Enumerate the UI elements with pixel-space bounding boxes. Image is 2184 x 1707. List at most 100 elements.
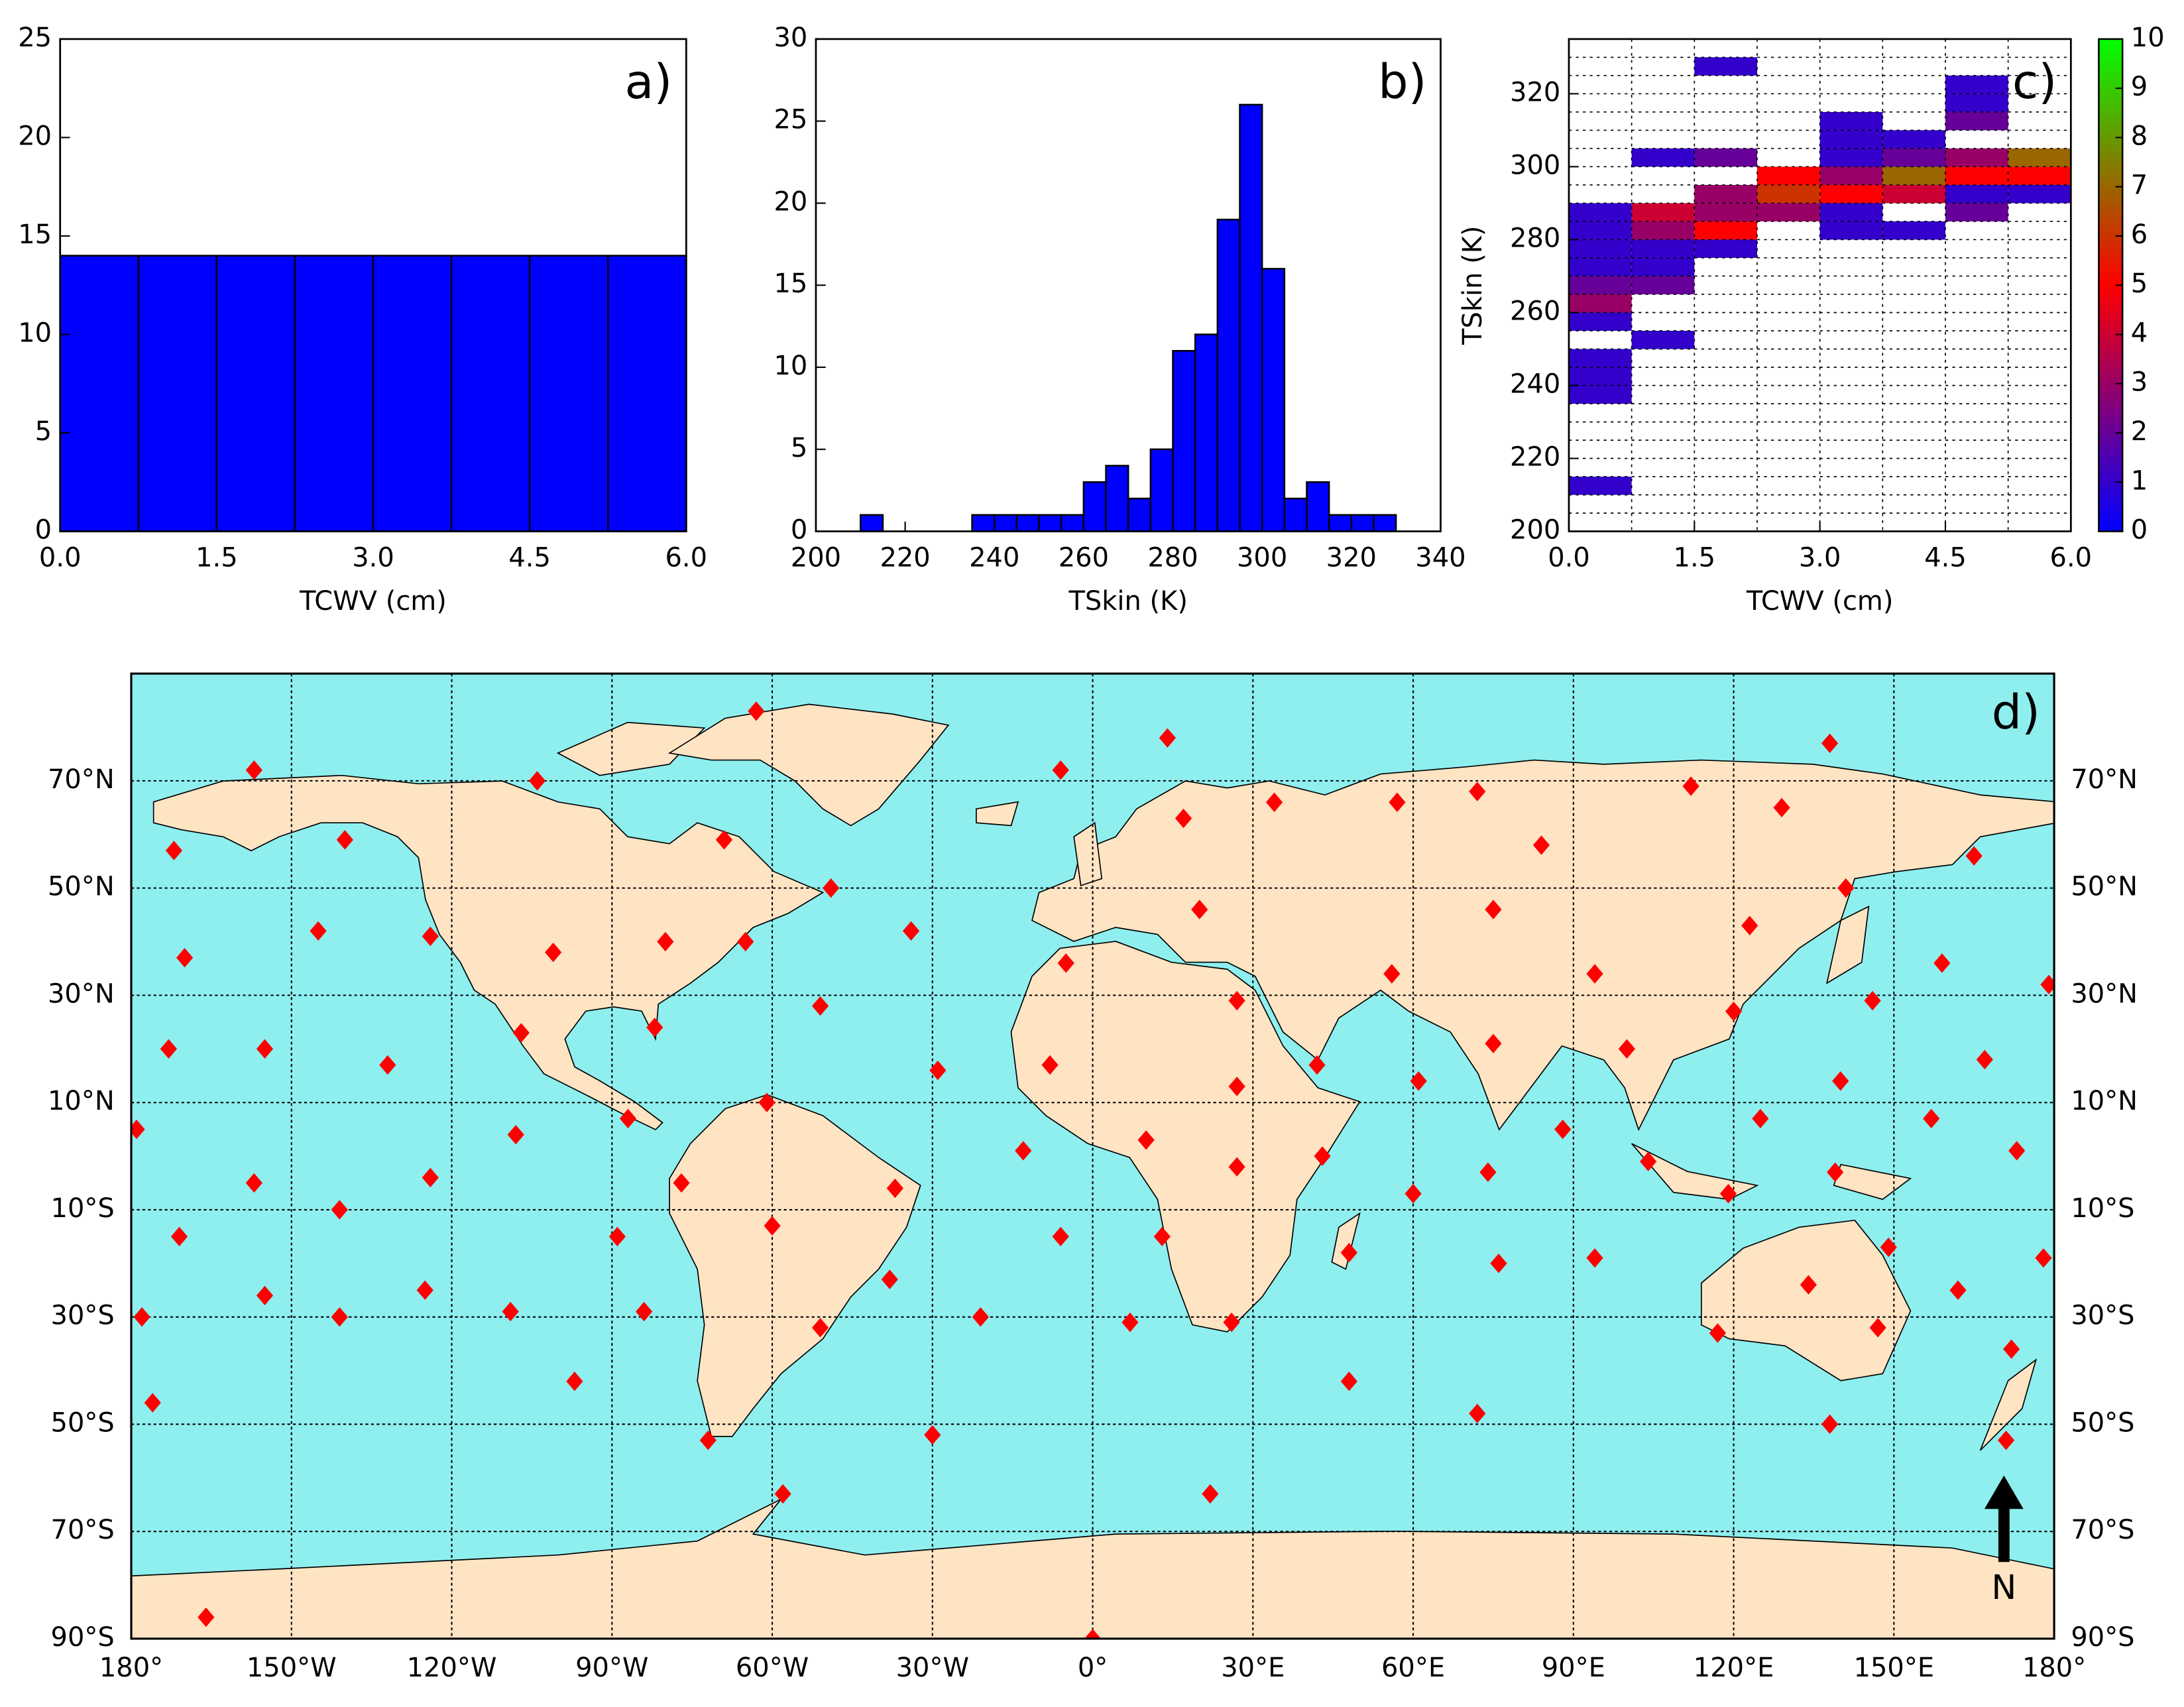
y-tick-label-right: 30°N xyxy=(2071,978,2138,1009)
cell xyxy=(1945,349,2008,367)
cell xyxy=(1631,257,1695,276)
cell xyxy=(1631,148,1695,167)
australia xyxy=(1701,1219,1912,1382)
cell xyxy=(1757,294,1820,313)
cell xyxy=(1757,440,1820,459)
station-point xyxy=(1532,835,1550,855)
station-point xyxy=(1052,1226,1069,1247)
x-tick-label: 60°E xyxy=(1381,1653,1445,1683)
station-point xyxy=(1405,1183,1422,1204)
cell xyxy=(1820,513,1883,532)
cell xyxy=(1882,385,1945,404)
cell xyxy=(1882,93,1945,112)
cell xyxy=(1757,239,1820,258)
station-point xyxy=(715,830,733,850)
cell xyxy=(1569,39,1632,58)
station-point xyxy=(144,1393,161,1413)
station-point xyxy=(1410,1071,1427,1091)
station-point xyxy=(1202,1484,1219,1504)
cell xyxy=(2008,349,2071,367)
station-point xyxy=(1228,990,1245,1011)
cell xyxy=(1820,495,1883,514)
station-point xyxy=(1057,953,1074,973)
x-tick-label: 320 xyxy=(1326,543,1377,573)
cell xyxy=(1757,130,1820,148)
cell xyxy=(1568,477,1632,495)
cell xyxy=(1819,130,1883,148)
cell xyxy=(1632,312,1695,331)
cell xyxy=(1820,459,1883,477)
cell xyxy=(1694,385,1757,404)
x-tick-label: 3.0 xyxy=(352,543,394,573)
cell xyxy=(1945,513,2008,532)
cell xyxy=(1757,477,1820,495)
y-tick-label: 15 xyxy=(774,268,807,299)
x-tick-label: 220 xyxy=(880,543,930,573)
cell xyxy=(1632,513,1695,532)
station-point xyxy=(646,1018,663,1037)
cell xyxy=(2008,440,2071,459)
cell xyxy=(2008,331,2071,349)
station-point xyxy=(131,1119,145,1140)
cell xyxy=(1568,294,1632,313)
x-axis-label: TSkin (K) xyxy=(1068,586,1187,617)
cell xyxy=(1756,203,1820,221)
station-point xyxy=(1490,1254,1507,1273)
cell xyxy=(1694,312,1757,331)
station-point xyxy=(1485,900,1502,919)
y-tick-label: 10 xyxy=(18,318,52,348)
station-point xyxy=(1389,792,1406,812)
station-point xyxy=(1469,782,1486,801)
colorbar-tick-label: 1 xyxy=(2131,465,2148,496)
cell xyxy=(1945,166,2008,185)
station-point xyxy=(1880,1237,1897,1258)
cell xyxy=(1882,312,1945,331)
cell xyxy=(1694,39,1757,58)
cell xyxy=(1568,312,1632,331)
cell xyxy=(1819,221,1883,240)
panel-label: c) xyxy=(2012,54,2057,109)
cell xyxy=(2008,148,2071,167)
cell xyxy=(2008,221,2071,240)
panel-label: b) xyxy=(1378,54,1426,109)
station-point xyxy=(422,1167,439,1188)
new-zealand xyxy=(1979,1358,2038,1451)
station-point xyxy=(1121,1313,1139,1332)
cell xyxy=(1882,166,1945,185)
station-point xyxy=(422,926,439,947)
station-point xyxy=(1682,776,1699,796)
cell xyxy=(1882,477,1945,495)
station-point xyxy=(165,841,183,860)
colorbar-tick-label: 7 xyxy=(2131,170,2148,201)
cell xyxy=(1569,148,1632,167)
cell xyxy=(1757,367,1820,386)
cell xyxy=(1694,93,1757,112)
station-point xyxy=(2008,1141,2026,1161)
bar xyxy=(1015,514,1040,532)
y-tick-label: 10 xyxy=(774,351,807,381)
cell xyxy=(1757,513,1820,532)
y-tick-label-right: 50°S xyxy=(2071,1407,2134,1438)
cell xyxy=(1882,459,1945,477)
station-point xyxy=(1052,760,1069,780)
greenland xyxy=(667,703,950,827)
y-tick-label: 0 xyxy=(791,515,807,546)
cell xyxy=(1694,76,1757,94)
cell xyxy=(1882,349,1945,367)
station-point xyxy=(823,878,840,898)
x-axis-label: TCWV (cm) xyxy=(1746,586,1894,617)
bar xyxy=(1283,497,1308,532)
cell xyxy=(1882,276,1945,294)
iceland xyxy=(976,801,1019,827)
cell xyxy=(1945,111,2008,131)
station-point xyxy=(1965,846,1983,866)
cell xyxy=(1694,404,1757,422)
cell xyxy=(1820,294,1883,313)
cell xyxy=(1694,258,1757,276)
station-point xyxy=(1223,1313,1240,1332)
station-point xyxy=(929,1060,947,1081)
colorbar-tick-label: 0 xyxy=(2131,515,2148,546)
cell xyxy=(1882,294,1945,313)
cell xyxy=(1757,221,1820,240)
cell xyxy=(1945,75,2008,94)
